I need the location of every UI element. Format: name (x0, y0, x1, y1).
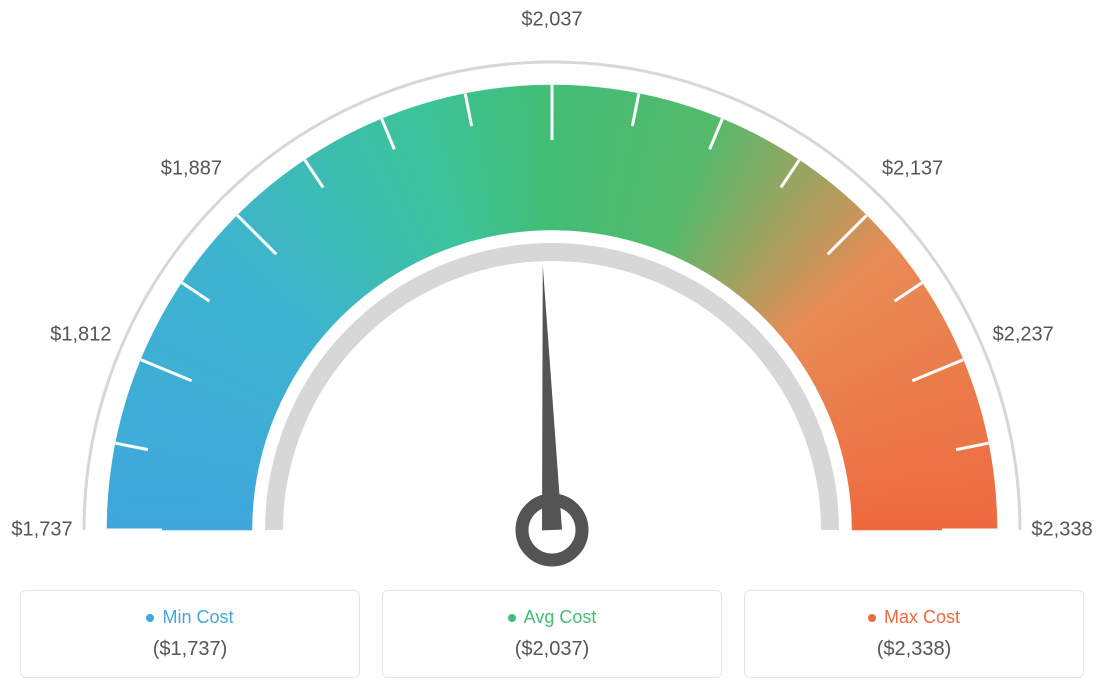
legend-title-avg: Avg Cost (508, 607, 597, 628)
tick-label: $1,737 (11, 519, 72, 542)
dot-icon (868, 614, 876, 622)
legend-label: Max Cost (884, 607, 960, 628)
legend-card-min: Min Cost ($1,737) (20, 590, 360, 678)
tick-label: $2,338 (1031, 519, 1092, 542)
legend-card-max: Max Cost ($2,338) (744, 590, 1084, 678)
gauge-area: $1,737$1,812$1,887$2,037$2,137$2,237$2,3… (20, 20, 1084, 580)
tick-label: $1,812 (50, 323, 111, 346)
gauge-svg (20, 20, 1084, 580)
tick-label: $1,887 (161, 158, 222, 181)
legend-title-max: Max Cost (868, 607, 960, 628)
legend-value-min: ($1,737) (41, 638, 339, 661)
legend-card-avg: Avg Cost ($2,037) (382, 590, 722, 678)
tick-label: $2,137 (882, 158, 943, 181)
dot-icon (508, 614, 516, 622)
legend-label: Min Cost (162, 607, 233, 628)
dot-icon (146, 614, 154, 622)
legend-value-avg: ($2,037) (403, 638, 701, 661)
tick-label: $2,037 (521, 9, 582, 32)
tick-label: $2,237 (993, 323, 1054, 346)
legend-title-min: Min Cost (146, 607, 233, 628)
legend-value-max: ($2,338) (765, 638, 1063, 661)
legend-row: Min Cost ($1,737) Avg Cost ($2,037) Max … (20, 590, 1084, 678)
legend-label: Avg Cost (524, 607, 597, 628)
cost-gauge-chart: $1,737$1,812$1,887$2,037$2,137$2,237$2,3… (20, 20, 1084, 678)
